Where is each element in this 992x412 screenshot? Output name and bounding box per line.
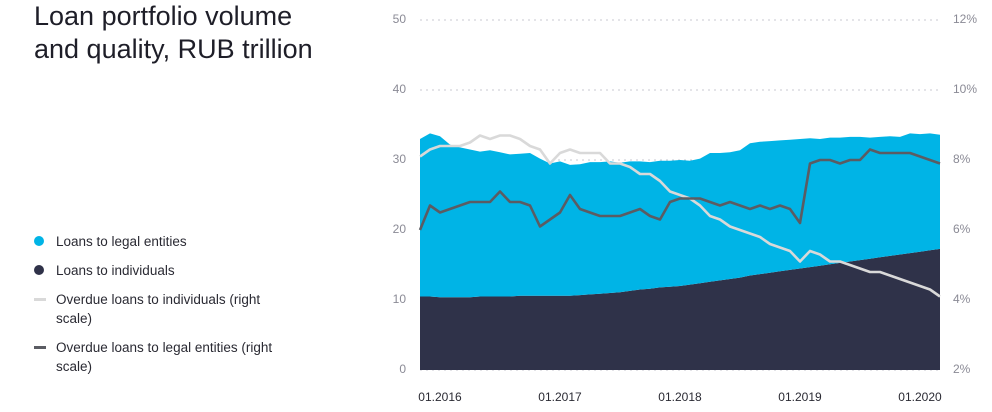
legend-label: Loans to legal entities <box>56 234 187 249</box>
y2-tick-label: 8% <box>953 152 971 166</box>
legend-swatch <box>34 346 46 349</box>
y-tick-label: 10 <box>393 292 407 306</box>
y-tick-label: 20 <box>393 222 407 236</box>
x-tick-label: 01.2018 <box>658 390 702 404</box>
y2-tick-label: 12% <box>953 12 977 26</box>
legend-item: Loans to individuals <box>34 261 286 280</box>
legend-swatch <box>34 298 46 301</box>
y2-tick-label: 6% <box>953 222 971 236</box>
x-tick-label: 01.2020 <box>898 390 942 404</box>
legend-label: Loans to individuals <box>56 263 175 278</box>
legend-item: Overdue loans to legal entities (right s… <box>34 338 286 376</box>
y-tick-label: 30 <box>393 152 407 166</box>
y2-tick-label: 2% <box>953 362 971 376</box>
legend-swatch <box>34 265 44 275</box>
x-tick-label: 01.2019 <box>778 390 822 404</box>
legend-item: Overdue loans to individuals (right scal… <box>34 290 286 328</box>
legend-swatch <box>34 236 44 246</box>
y2-tick-label: 4% <box>953 292 971 306</box>
legend-label: Overdue loans to individuals (right scal… <box>56 292 261 326</box>
line <box>419 134 941 298</box>
legend: Loans to legal entities Loans to individu… <box>34 232 304 386</box>
y-tick-label: 0 <box>399 362 406 376</box>
y-tick-label: 50 <box>393 12 407 26</box>
y-tick-label: 40 <box>393 82 407 96</box>
line <box>418 148 941 231</box>
chart-title: Loan portfolio volume and quality, RUB t… <box>34 1 313 64</box>
y2-tick-label: 10% <box>953 82 977 96</box>
area <box>420 248 940 370</box>
legend-label: Overdue loans to legal entities (right s… <box>56 340 273 374</box>
x-tick-label: 01.2016 <box>418 390 462 404</box>
x-tick-label: 01.2017 <box>538 390 582 404</box>
area <box>420 133 940 298</box>
legend-item: Loans to legal entities <box>34 232 286 251</box>
